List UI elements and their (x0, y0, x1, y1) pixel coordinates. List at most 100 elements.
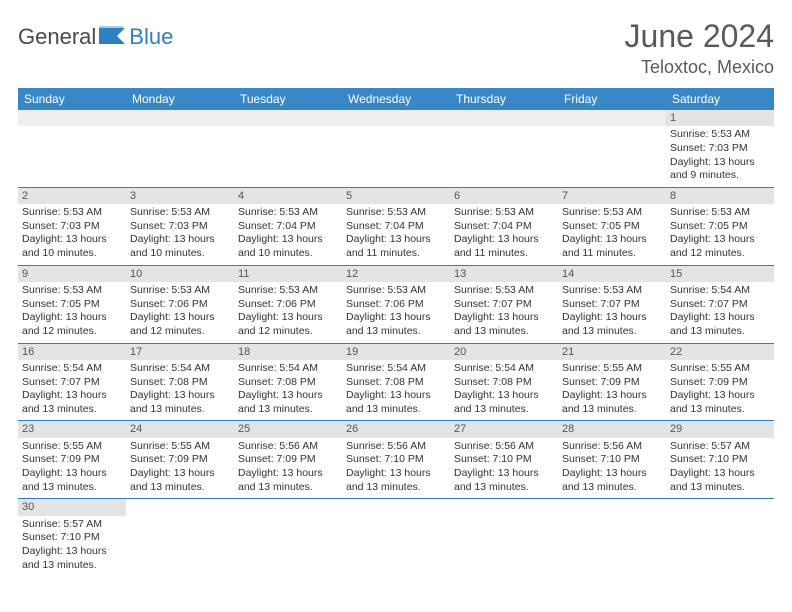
day-cell: 24 Sunrise: 5:55 AMSunset: 7:09 PMDayligh… (126, 421, 234, 499)
day-info: Sunrise: 5:53 AMSunset: 7:03 PMDaylight:… (670, 128, 770, 183)
daylight: Daylight: 13 hours and 10 minutes. (130, 233, 230, 260)
sunrise: Sunrise: 5:55 AM (22, 440, 122, 454)
day-header: Monday (126, 88, 234, 110)
sunset: Sunset: 7:04 PM (454, 220, 554, 234)
week-row: 9 Sunrise: 5:53 AMSunset: 7:05 PMDaylight… (18, 265, 774, 343)
day-number: 22 (666, 344, 774, 360)
day-number: 6 (450, 188, 558, 204)
day-number-blank (234, 110, 342, 126)
day-header-row: Sunday Monday Tuesday Wednesday Thursday… (18, 88, 774, 110)
sunset: Sunset: 7:08 PM (454, 376, 554, 390)
day-cell (558, 499, 666, 576)
day-cell: 20Sunrise: 5:54 AMSunset: 7:08 PMDayligh… (450, 343, 558, 421)
day-number: 7 (558, 188, 666, 204)
day-cell: 8Sunrise: 5:53 AMSunset: 7:05 PMDaylight… (666, 187, 774, 265)
calendar-body: 1Sunrise: 5:53 AMSunset: 7:03 PMDaylight… (18, 110, 774, 576)
day-number-blank (18, 110, 126, 126)
day-number: 4 (234, 188, 342, 204)
day-cell: 30Sunrise: 5:57 AMSunset: 7:10 PMDayligh… (18, 499, 126, 576)
day-info: Sunrise: 5:53 AMSunset: 7:07 PMDaylight:… (562, 284, 662, 339)
day-cell: 27Sunrise: 5:56 AMSunset: 7:10 PMDayligh… (450, 421, 558, 499)
sunrise: Sunrise: 5:53 AM (562, 206, 662, 220)
day-cell (558, 110, 666, 187)
day-info: Sunrise: 5:53 AMSunset: 7:05 PMDaylight:… (22, 284, 122, 339)
sunset: Sunset: 7:10 PM (22, 531, 122, 545)
sunset: Sunset: 7:09 PM (238, 453, 338, 467)
day-cell: 29 Sunrise: 5:57 AMSunset: 7:10 PMDayligh… (666, 421, 774, 499)
day-number: 2 (18, 188, 126, 204)
week-row: 23Sunrise: 5:55 AMSunset: 7:09 PMDayligh… (18, 421, 774, 499)
sunrise: Sunrise: 5:53 AM (454, 206, 554, 220)
flag-icon (99, 26, 125, 49)
daylight: Daylight: 13 hours and 13 minutes. (562, 311, 662, 338)
sunset: Sunset: 7:09 PM (22, 453, 122, 467)
daylight: Daylight: 13 hours and 10 minutes. (22, 233, 122, 260)
day-info: Sunrise: 5:53 AMSunset: 7:03 PMDaylight:… (130, 206, 230, 261)
sunset: Sunset: 7:08 PM (346, 376, 446, 390)
day-cell (666, 499, 774, 576)
day-info: Sunrise: 5:54 AMSunset: 7:08 PMDaylight:… (130, 362, 230, 417)
week-row: 30Sunrise: 5:57 AMSunset: 7:10 PMDayligh… (18, 499, 774, 576)
sunset: Sunset: 7:07 PM (670, 298, 770, 312)
daylight: Daylight: 13 hours and 9 minutes. (670, 156, 770, 183)
day-cell: 4Sunrise: 5:53 AMSunset: 7:04 PMDaylight… (234, 187, 342, 265)
sunrise: Sunrise: 5:53 AM (454, 284, 554, 298)
day-cell: 16 Sunrise: 5:54 AMSunset: 7:07 PMDayligh… (18, 343, 126, 421)
daylight: Daylight: 13 hours and 13 minutes. (238, 467, 338, 494)
day-number: 24 (126, 421, 234, 437)
sunset: Sunset: 7:03 PM (130, 220, 230, 234)
sunrise: Sunrise: 5:55 AM (562, 362, 662, 376)
day-cell: 2 Sunrise: 5:53 AMSunset: 7:03 PMDaylight… (18, 187, 126, 265)
day-number: 28 (558, 421, 666, 437)
day-number: 9 (18, 266, 126, 282)
day-cell (126, 499, 234, 576)
day-info: Sunrise: 5:53 AMSunset: 7:04 PMDaylight:… (346, 206, 446, 261)
day-cell: 22Sunrise: 5:55 AMSunset: 7:09 PMDayligh… (666, 343, 774, 421)
day-info: Sunrise: 5:54 AMSunset: 7:07 PMDaylight:… (22, 362, 122, 417)
daylight: Daylight: 13 hours and 13 minutes. (346, 467, 446, 494)
sunrise: Sunrise: 5:53 AM (130, 284, 230, 298)
sunrise: Sunrise: 5:53 AM (346, 284, 446, 298)
day-number-blank (126, 110, 234, 126)
day-cell (342, 110, 450, 187)
day-cell (450, 110, 558, 187)
day-header: Sunday (18, 88, 126, 110)
day-cell: 11Sunrise: 5:53 AMSunset: 7:06 PMDayligh… (234, 265, 342, 343)
day-header: Friday (558, 88, 666, 110)
sunrise: Sunrise: 5:53 AM (670, 128, 770, 142)
day-number-blank (450, 110, 558, 126)
day-number-blank (558, 110, 666, 126)
header: General Blue June 2024 Teloxtoc, Mexico (18, 18, 774, 78)
day-number: 23 (18, 421, 126, 437)
calendar-table: Sunday Monday Tuesday Wednesday Thursday… (18, 88, 774, 576)
day-info: Sunrise: 5:57 AMSunset: 7:10 PMDaylight:… (670, 440, 770, 495)
day-info: Sunrise: 5:56 AMSunset: 7:09 PMDaylight:… (238, 440, 338, 495)
daylight: Daylight: 13 hours and 13 minutes. (130, 389, 230, 416)
day-cell: 1Sunrise: 5:53 AMSunset: 7:03 PMDaylight… (666, 110, 774, 187)
day-header: Saturday (666, 88, 774, 110)
day-info: Sunrise: 5:55 AMSunset: 7:09 PMDaylight:… (130, 440, 230, 495)
day-number-blank (342, 110, 450, 126)
day-cell: 12Sunrise: 5:53 AMSunset: 7:06 PMDayligh… (342, 265, 450, 343)
day-number: 19 (342, 344, 450, 360)
day-info: Sunrise: 5:55 AMSunset: 7:09 PMDaylight:… (562, 362, 662, 417)
sunrise: Sunrise: 5:53 AM (22, 206, 122, 220)
day-info: Sunrise: 5:53 AMSunset: 7:05 PMDaylight:… (562, 206, 662, 261)
sunset: Sunset: 7:07 PM (562, 298, 662, 312)
day-cell (234, 110, 342, 187)
day-info: Sunrise: 5:56 AMSunset: 7:10 PMDaylight:… (346, 440, 446, 495)
day-number: 16 (18, 344, 126, 360)
day-info: Sunrise: 5:53 AMSunset: 7:03 PMDaylight:… (22, 206, 122, 261)
day-number: 29 (666, 421, 774, 437)
sunset: Sunset: 7:05 PM (562, 220, 662, 234)
brand-logo: General Blue (18, 24, 173, 50)
day-info: Sunrise: 5:54 AMSunset: 7:07 PMDaylight:… (670, 284, 770, 339)
day-number: 26 (342, 421, 450, 437)
daylight: Daylight: 13 hours and 13 minutes. (346, 389, 446, 416)
daylight: Daylight: 13 hours and 13 minutes. (22, 467, 122, 494)
daylight: Daylight: 13 hours and 13 minutes. (670, 467, 770, 494)
day-number: 15 (666, 266, 774, 282)
week-row: 2Sunrise: 5:53 AMSunset: 7:03 PMDaylight… (18, 187, 774, 265)
day-info: Sunrise: 5:53 AMSunset: 7:07 PMDaylight:… (454, 284, 554, 339)
day-cell (18, 110, 126, 187)
